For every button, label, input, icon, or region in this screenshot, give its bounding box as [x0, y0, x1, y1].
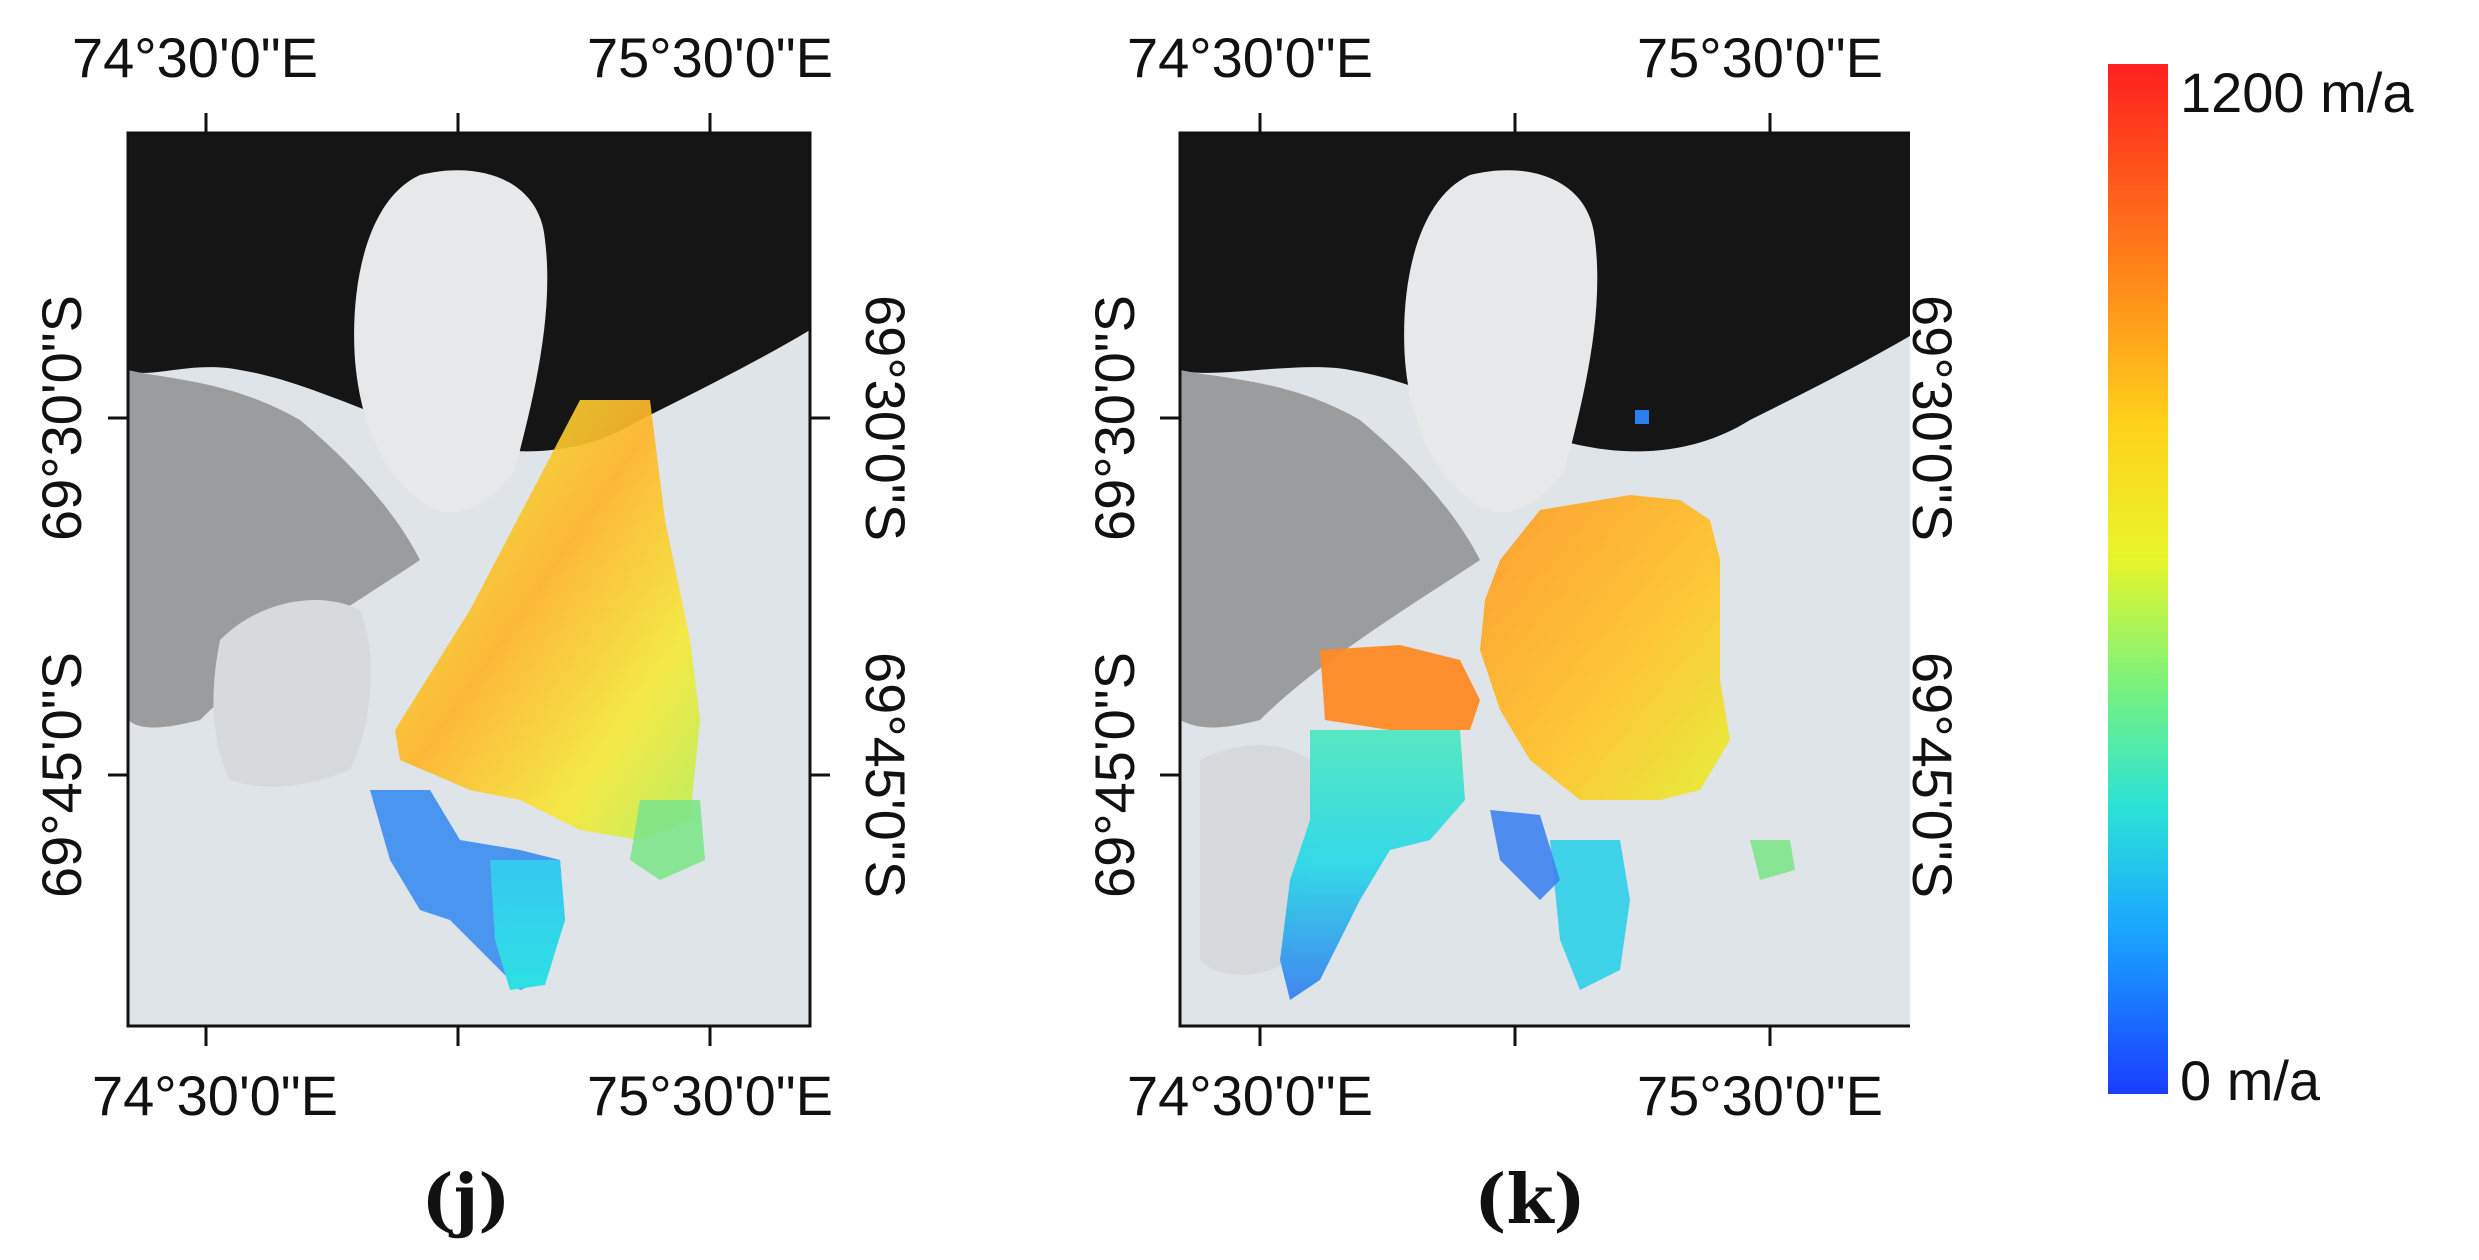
top-lon-label-1-k: 74°30'0"E [1126, 26, 1374, 89]
right-lat-label-2-k: 69°45'0"S [1901, 651, 1964, 899]
right-lat-label-1-j: 69°30'0"S [854, 294, 917, 542]
velocity-field-main-j [395, 400, 700, 840]
map-border-j [126, 131, 812, 1028]
bottom-lon-label-2-j: 75°30'0"E [586, 1064, 834, 1127]
velocity-legend: 1200 m/a 0 m/a [2108, 60, 2479, 1112]
right-lat-label-2-j: 69°45'0"S [854, 651, 917, 899]
panel-label-j: (j) [421, 1160, 511, 1240]
graticule-ticks-j [108, 113, 830, 1046]
bottom-lon-label-1-j: 74°30'0"E [91, 1064, 339, 1127]
iceberg-j [354, 170, 548, 513]
legend-min-label: 0 m/a [2180, 1049, 2321, 1112]
left-lat-label-1-k: 69°30'0"S [1083, 294, 1146, 542]
legend-max-label: 1200 m/a [2180, 61, 2414, 124]
velocity-field-small-blue-k [1635, 410, 1649, 424]
velocity-colorbar [2108, 64, 2168, 1094]
velocity-field-cyan-j [490, 860, 565, 990]
iceberg-k [1404, 170, 1598, 513]
bottom-lon-label-2-k: 75°30'0"E [1636, 1064, 1884, 1127]
panel-label-k: (k) [1474, 1160, 1586, 1240]
velocity-field-orange-k [1320, 645, 1480, 730]
graticule-ticks-k [1160, 113, 1772, 1046]
sea-ice-j [128, 370, 420, 728]
top-lon-label-2-j: 75°30'0"E [586, 26, 834, 89]
map-border-k [1178, 131, 1910, 1028]
velocity-field-cyan-right-k [1550, 840, 1630, 990]
map-panel-j: 74°30'0"E 75°30'0"E 74°30'0"E 75°30'0"E … [0, 0, 917, 1260]
left-lat-label-2-k: 69°45'0"S [1083, 651, 1146, 899]
right-lat-label-1-k: 69°30'0"S [1901, 294, 1964, 542]
velocity-field-blue-k [1490, 810, 1560, 900]
map-panel-k: 74°30'0"E 75°30'0"E 74°30'0"E 75°30'0"E … [1060, 0, 1964, 1260]
map-frame-j [108, 113, 830, 1046]
sea-ice-k [1180, 370, 1480, 728]
glacier-tongue-j [213, 600, 371, 787]
velocity-field-green-j [630, 800, 705, 880]
top-lon-label-1-j: 74°30'0"E [71, 26, 319, 89]
velocity-field-green-k [1750, 840, 1795, 880]
left-lat-label-2-j: 69°45'0"S [30, 651, 93, 899]
velocity-field-main-k [1480, 495, 1730, 800]
map-frame-k [1160, 113, 1910, 1046]
bottom-lon-label-1-k: 74°30'0"E [1126, 1064, 1374, 1127]
top-lon-label-2-k: 75°30'0"E [1636, 26, 1884, 89]
left-lat-label-1-j: 69°30'0"S [30, 294, 93, 542]
velocity-field-cyan-left-k [1280, 730, 1465, 1000]
